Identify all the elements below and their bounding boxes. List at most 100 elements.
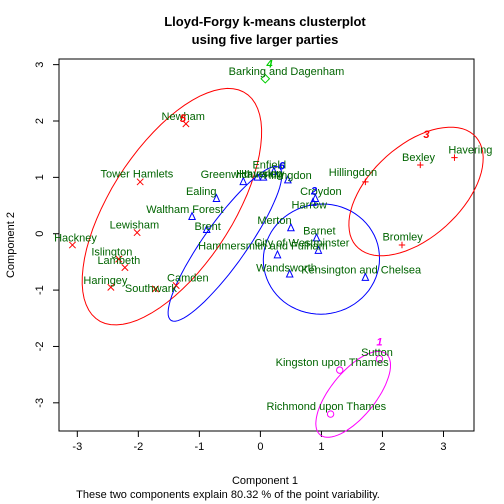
point-label: Greenwich xyxy=(201,169,254,181)
point-label: Hounslow xyxy=(236,168,284,180)
data-point xyxy=(314,245,323,254)
point-label: Newham xyxy=(162,111,205,123)
data-point xyxy=(269,166,278,175)
y-tick-label: -2 xyxy=(34,342,46,352)
point-label: Kensington and Chelsea xyxy=(301,265,422,277)
data-point xyxy=(107,283,115,291)
point-label: Richmond upon Thames xyxy=(267,401,387,413)
data-point xyxy=(417,161,424,169)
data-point xyxy=(172,282,180,290)
data-point xyxy=(283,174,292,184)
point-label: Wandsworth xyxy=(256,262,317,274)
chart-title-line-1: Lloyd-Forgy k-means clusterplot xyxy=(164,14,366,29)
x-tick-label: 1 xyxy=(318,441,324,453)
plot-frame xyxy=(58,58,475,432)
data-point xyxy=(133,229,141,237)
point-label: Lambeth xyxy=(97,255,140,267)
axes: -3 -2 -1 0 1 2 3 -3 -2 -1 0 1 2 3 xyxy=(34,62,447,453)
point-label: Merton xyxy=(257,215,291,227)
data-point xyxy=(326,410,335,418)
x-tick-label: -3 xyxy=(72,441,82,453)
y-tick-label: 0 xyxy=(34,231,46,237)
data-point xyxy=(253,171,262,181)
data-point xyxy=(336,366,344,374)
point-label: Camden xyxy=(167,273,209,285)
point-label: Islington xyxy=(91,247,132,259)
cluster-ellipse-3 xyxy=(348,126,484,257)
point-label: Bexley xyxy=(402,152,436,164)
data-point xyxy=(362,178,369,186)
data-point xyxy=(68,241,76,249)
data-point xyxy=(285,268,294,278)
y-tick-label: 2 xyxy=(34,118,46,124)
point-labels: Barking and Dagenham Newham Havering Bexley… xyxy=(54,66,492,413)
data-point xyxy=(273,249,282,259)
cluster-id-label: 2 xyxy=(310,185,317,197)
point-label: Barking and Dagenham xyxy=(229,66,345,78)
cluster-ellipses xyxy=(81,87,484,438)
point-label: Hammersmith and Fulham xyxy=(198,241,328,253)
point-label: Ealing xyxy=(186,186,217,198)
y-tick-label: -3 xyxy=(34,398,46,408)
data-point xyxy=(361,272,370,281)
point-label: Hillingdon xyxy=(329,167,377,179)
point-label: City of Westminster xyxy=(254,238,349,250)
point-label: Haringey xyxy=(83,275,128,287)
y-tick-label: -1 xyxy=(34,285,46,295)
data-point xyxy=(212,193,221,202)
data-point xyxy=(182,120,190,128)
cluster-ellipse-5 xyxy=(81,87,263,326)
cluster-id-label: 5 xyxy=(180,113,187,125)
cluster-ids: 1 2 3 4 5 6 xyxy=(180,58,430,348)
point-label: Kingston upon Thames xyxy=(276,357,389,369)
y-tick-label: 3 xyxy=(34,62,46,68)
point-label: Southwark xyxy=(125,283,177,295)
data-point xyxy=(308,197,317,206)
y-tick-label: 1 xyxy=(34,174,46,180)
data-point xyxy=(239,176,248,186)
y-axis-label: Component 2 xyxy=(5,212,17,278)
x-tick-label: 3 xyxy=(440,441,446,453)
data-point xyxy=(121,263,129,272)
data-point xyxy=(311,193,320,202)
x-tick-label: -1 xyxy=(194,441,204,453)
data-point xyxy=(260,73,271,84)
data-point xyxy=(398,241,406,249)
footer-note: These two components explain 80.32 % of … xyxy=(76,489,380,501)
point-label: Waltham Forest xyxy=(146,204,223,216)
point-label: Croydon xyxy=(300,186,342,198)
cluster-id-label: 4 xyxy=(265,58,272,70)
cluster-ellipse-6 xyxy=(167,165,283,322)
point-label: Brent xyxy=(194,221,220,233)
cluster-id-label: 1 xyxy=(376,336,382,348)
data-point xyxy=(136,178,144,186)
point-label: Lewisham xyxy=(110,220,160,232)
point-label: Sutton xyxy=(361,347,393,359)
point-label: Havering xyxy=(448,145,492,157)
data-point xyxy=(202,224,211,233)
point-label: Enfield xyxy=(252,159,286,171)
data-point xyxy=(286,222,295,232)
chart-title-line-2: using five larger parties xyxy=(192,32,339,47)
x-tick-label: -2 xyxy=(133,441,143,453)
point-label: Hillingdon xyxy=(263,170,311,182)
data-point xyxy=(115,255,123,263)
point-label: Havering xyxy=(239,168,283,180)
cluster-ellipse-2 xyxy=(262,203,381,315)
point-label: Harrow xyxy=(292,199,328,211)
data-point xyxy=(375,355,384,363)
x-tick-label: 0 xyxy=(257,441,263,453)
data-point xyxy=(312,232,321,242)
x-tick-label: 2 xyxy=(379,441,385,453)
x-axis-label: Component 1 xyxy=(232,475,298,487)
point-label: Hackney xyxy=(54,233,97,245)
point-label: Bromley xyxy=(382,231,423,243)
data-point xyxy=(188,211,197,221)
data-point xyxy=(451,154,458,161)
data-point xyxy=(151,285,159,293)
point-label: Barnet xyxy=(303,225,335,237)
cluster-ellipse-1 xyxy=(315,351,392,438)
cluster-id-label: 6 xyxy=(279,160,286,172)
point-label: Tower Hamlets xyxy=(101,168,174,180)
